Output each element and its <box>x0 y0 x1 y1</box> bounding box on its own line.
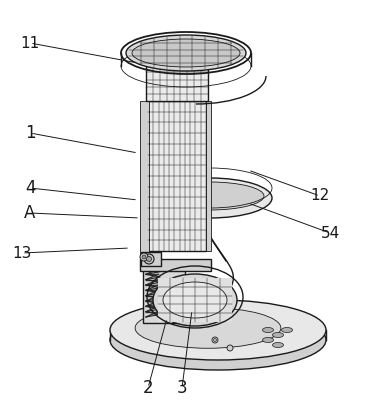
Circle shape <box>144 254 154 264</box>
Text: 4: 4 <box>25 179 35 197</box>
Text: 1: 1 <box>25 124 35 142</box>
Bar <box>148 101 206 251</box>
Ellipse shape <box>135 308 281 348</box>
Text: 13: 13 <box>12 245 32 260</box>
Bar <box>143 261 185 323</box>
Ellipse shape <box>156 182 264 210</box>
Bar <box>206 101 211 251</box>
Text: 12: 12 <box>310 189 330 204</box>
Text: 54: 54 <box>320 225 340 240</box>
Ellipse shape <box>273 332 284 337</box>
Ellipse shape <box>282 327 292 332</box>
Text: A: A <box>24 204 36 222</box>
Bar <box>141 252 161 266</box>
Ellipse shape <box>262 337 273 342</box>
Ellipse shape <box>262 327 273 332</box>
Ellipse shape <box>132 39 240 67</box>
Circle shape <box>213 339 216 342</box>
Circle shape <box>227 345 233 351</box>
Ellipse shape <box>110 310 326 370</box>
Circle shape <box>142 255 146 259</box>
Text: 11: 11 <box>20 36 40 51</box>
Circle shape <box>140 253 148 261</box>
Bar <box>140 259 211 271</box>
Ellipse shape <box>148 178 272 218</box>
Ellipse shape <box>163 282 227 318</box>
Bar <box>158 278 232 322</box>
Bar <box>140 101 149 263</box>
Bar <box>146 51 208 101</box>
Ellipse shape <box>153 274 237 326</box>
Ellipse shape <box>126 35 246 71</box>
Ellipse shape <box>273 342 284 347</box>
Ellipse shape <box>110 300 326 360</box>
Circle shape <box>147 257 152 262</box>
Text: 3: 3 <box>177 379 188 397</box>
Text: 2: 2 <box>142 379 153 397</box>
Circle shape <box>212 337 218 343</box>
